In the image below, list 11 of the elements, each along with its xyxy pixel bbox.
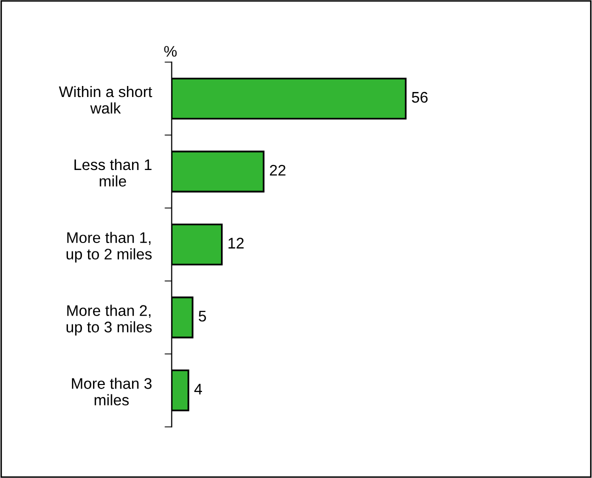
y-tick-label: Within a short walk (58, 86, 152, 114)
y-tick-label: More than 1, up to 2 miles (66, 232, 152, 263)
y-axis-title: % (164, 46, 177, 57)
data-label: 56 (412, 92, 428, 103)
data-label: 4 (194, 384, 202, 394)
y-tick-label: More than 3 miles (72, 378, 152, 406)
data-label: 5 (198, 310, 206, 322)
y-tick-label: Less than 1 mile (74, 158, 152, 187)
data-label: 12 (228, 238, 244, 248)
data-label: 22 (270, 164, 286, 176)
y-tick-label: More than 2, up to 3 miles (66, 304, 152, 336)
